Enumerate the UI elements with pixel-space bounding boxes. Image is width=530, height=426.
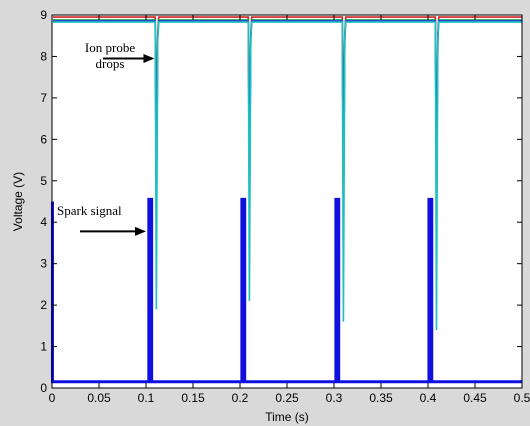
y-tick-label: 2 xyxy=(40,298,47,312)
spark-signal-trace xyxy=(50,197,522,384)
spark-signal-arrow-head xyxy=(135,226,146,236)
x-tick-label: 0.45 xyxy=(463,391,487,405)
x-axis-title: Time (s) xyxy=(265,410,309,424)
x-tick-label: 0.35 xyxy=(369,391,393,405)
y-tick-label: 1 xyxy=(40,340,47,354)
y-tick-label: 8 xyxy=(40,49,47,63)
series-layer xyxy=(50,16,522,384)
plot-area xyxy=(52,15,522,388)
annotation-ion-probe-line1: Ion probe xyxy=(85,40,135,55)
x-tick-label: 0.15 xyxy=(181,391,205,405)
ion-probe-trace-cyan xyxy=(52,21,522,330)
y-axis-title: Voltage (V) xyxy=(11,172,25,231)
x-tick-label: 0.25 xyxy=(275,391,299,405)
y-tick-label: 6 xyxy=(40,132,47,146)
y-tick-label: 5 xyxy=(40,174,47,188)
ion-probe-arrow xyxy=(103,54,155,64)
x-tick-label: 0.5 xyxy=(514,391,530,405)
x-tick-label: 0.05 xyxy=(87,391,111,405)
y-tick-label: 7 xyxy=(40,91,47,105)
y-tick-label: 9 xyxy=(40,8,47,22)
y-tick-label: 4 xyxy=(40,215,47,229)
ion-probe-arrow-head xyxy=(143,54,155,64)
x-tick-label: 0.1 xyxy=(138,391,155,405)
x-tick-label: 0 xyxy=(49,391,56,405)
annotation-spark-signal: Spark signal xyxy=(57,203,122,218)
tick-layer: 0 0.05 0.1 0.15 0.2 0.25 0.3 0.35 0.4 0.45 0.5 0 1 2 3… xyxy=(40,8,530,405)
x-tick-label: 0.2 xyxy=(232,391,249,405)
spark-signal-arrow xyxy=(80,226,146,236)
x-tick-label: 0.3 xyxy=(326,391,343,405)
annotation-ion-probe-line2: drops xyxy=(96,56,125,71)
y-tick-label: 3 xyxy=(40,257,47,271)
x-tick-label: 0.4 xyxy=(420,391,437,405)
y-tick-label: 0 xyxy=(40,381,47,395)
